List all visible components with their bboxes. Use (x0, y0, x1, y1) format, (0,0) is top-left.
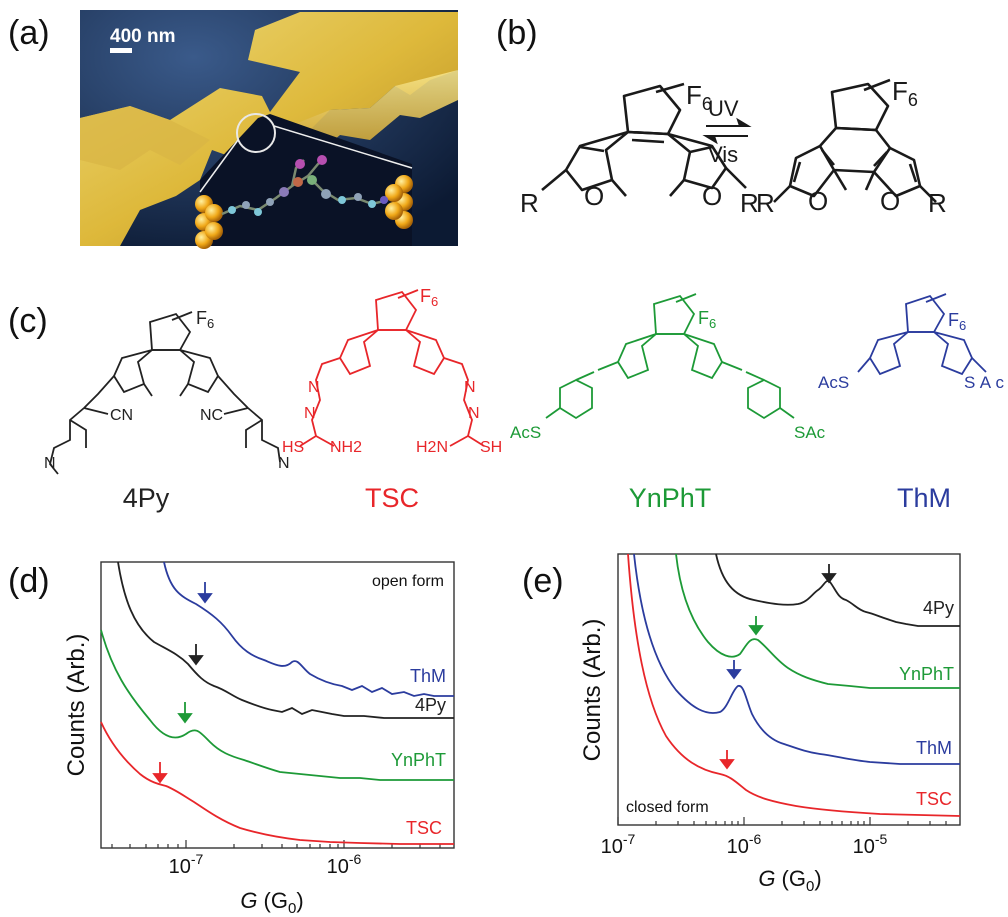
tsc-nitrogen-4: N (468, 405, 480, 422)
panel-b-label: (b) (496, 14, 538, 52)
scale-bar (110, 48, 132, 53)
panel-a: (a) (8, 10, 458, 249)
open-ring-oxygen-right: O (702, 181, 722, 211)
arrow-d-thm (197, 582, 213, 604)
tsc-h2n: H2N (416, 439, 448, 456)
panel-e-label: (e) (522, 562, 564, 600)
4py-nc: NC (200, 407, 223, 424)
plot-e-ylabel: Counts (Arb.) (579, 619, 606, 762)
tsc-hs: HS (282, 439, 304, 456)
curve-d-tsc (100, 721, 454, 845)
series-label-e-tsc: TSC (916, 789, 952, 809)
4py-cn: CN (110, 407, 133, 424)
plot-d-form-note: open form (372, 573, 444, 590)
closed-ring-oxygen-right: O (880, 186, 900, 216)
arrow-e-tsc (719, 750, 735, 770)
series-label-d-thm: ThM (410, 666, 446, 686)
4py-fluorine: F6 (196, 308, 214, 331)
plot-d-ylabel: Counts (Arb.) (63, 634, 90, 777)
open-ring-oxygen-left: O (584, 181, 604, 211)
ynpht-fluorine: F6 (698, 308, 716, 331)
panel-d-label: (d) (8, 562, 50, 600)
molecule-thm: F6 AcS SAc ThM (818, 293, 1005, 513)
series-label-d-tsc: TSC (406, 818, 442, 838)
plot-d-tick-label-1: 10-6 (327, 851, 362, 878)
open-substituent-right: R (740, 188, 759, 218)
curve-e-ynpht (675, 553, 960, 689)
plot-e-ticks (617, 817, 947, 825)
thm-sac: SAc (964, 373, 1005, 392)
ynpht-sac: SAc (794, 423, 826, 442)
4py-nitrogen-right: N (278, 455, 290, 472)
tsc-fluorine: F6 (420, 286, 438, 309)
tsc-label: TSC (365, 483, 419, 513)
molecule-tsc: F6 N N N N HS NH2 H2N SH TSC (282, 286, 502, 513)
left-electrode-atoms (195, 195, 223, 249)
series-label-e-4py: 4Py (923, 598, 954, 618)
plot-d-xlabel: G (G0) (240, 888, 303, 917)
series-label-e-ynpht: YnPhT (899, 664, 954, 684)
series-label-d-ynpht: YnPhT (391, 750, 446, 770)
closed-fluorine-label: F6 (892, 76, 918, 110)
open-isomer-structure (541, 82, 747, 197)
panel-c: (c) F6 N CN NC (8, 286, 1005, 513)
open-fluorine-label: F6 (686, 80, 712, 114)
molecule-ynpht: F6 AcS SAc YnPhT (510, 293, 826, 513)
molecule-4py: F6 N CN NC N 4Py (44, 308, 290, 513)
thm-label: ThM (897, 483, 951, 513)
reverse-vis-label: Vis (708, 142, 738, 167)
closed-isomer-structure (773, 78, 937, 203)
curve-d-thm (163, 561, 454, 697)
panel-d: (d) Counts (Arb.) open form 10-7 10-6 G … (8, 561, 455, 917)
arrow-e-ynpht (748, 616, 764, 636)
sem-micrograph: 400 nm (80, 10, 458, 249)
photoswitch-arrows (702, 117, 752, 145)
thm-acs: AcS (818, 373, 849, 392)
curve-d-ynpht (100, 629, 454, 781)
plot-d-frame (100, 561, 455, 849)
plot-e-frame (617, 553, 961, 826)
curve-d-4py (117, 561, 454, 719)
ynpht-acs: AcS (510, 423, 541, 442)
thm-fluorine: F6 (948, 310, 966, 333)
closed-substituent-right: R (928, 188, 947, 218)
molecule-atoms (228, 155, 388, 216)
curve-e-tsc (627, 553, 961, 817)
tsc-nh2: NH2 (330, 439, 362, 456)
tsc-sh: SH (480, 439, 502, 456)
plot-e-tick-label-1: 10-6 (727, 831, 762, 858)
ynpht-label: YnPhT (629, 483, 712, 513)
right-electrode-atoms (385, 175, 413, 229)
closed-substituent-left: R (756, 188, 775, 218)
arrow-e-4py (821, 564, 837, 584)
4py-label: 4Py (123, 483, 170, 513)
tsc-nitrogen-1: N (308, 379, 320, 396)
curve-e-thm (633, 553, 960, 765)
plot-e-xlabel: G (G0) (758, 866, 821, 895)
4py-nitrogen-left: N (44, 455, 56, 472)
scale-bar-label: 400 nm (110, 26, 175, 47)
panel-c-label: (c) (8, 302, 48, 340)
forward-uv-label: UV (708, 96, 739, 121)
panel-b: (b) O O R R F6 UV Vis (496, 14, 947, 218)
plot-e-tick-label-2: 10-5 (853, 831, 888, 858)
series-label-e-thm: ThM (916, 738, 952, 758)
plot-d-tick-label-0: 10-7 (169, 851, 204, 878)
tsc-nitrogen-2: N (304, 405, 316, 422)
plot-e-tick-label-0: 10-7 (601, 831, 636, 858)
arrow-e-thm (726, 660, 742, 680)
plot-e-form-note: closed form (626, 799, 709, 816)
closed-ring-oxygen-left: O (808, 186, 828, 216)
panel-a-label: (a) (8, 14, 50, 52)
open-substituent-left: R (520, 188, 539, 218)
series-label-d-4py: 4Py (415, 695, 446, 715)
arrow-d-tsc (152, 762, 168, 784)
plot-d-ticks (111, 840, 441, 848)
arrow-d-4py (188, 644, 204, 666)
tsc-nitrogen-3: N (464, 379, 476, 396)
junction-highlight-circle (236, 113, 276, 153)
panel-e: (e) Counts (Arb.) closed form 10-7 10-6 … (522, 553, 961, 895)
arrow-d-ynpht (177, 702, 193, 724)
